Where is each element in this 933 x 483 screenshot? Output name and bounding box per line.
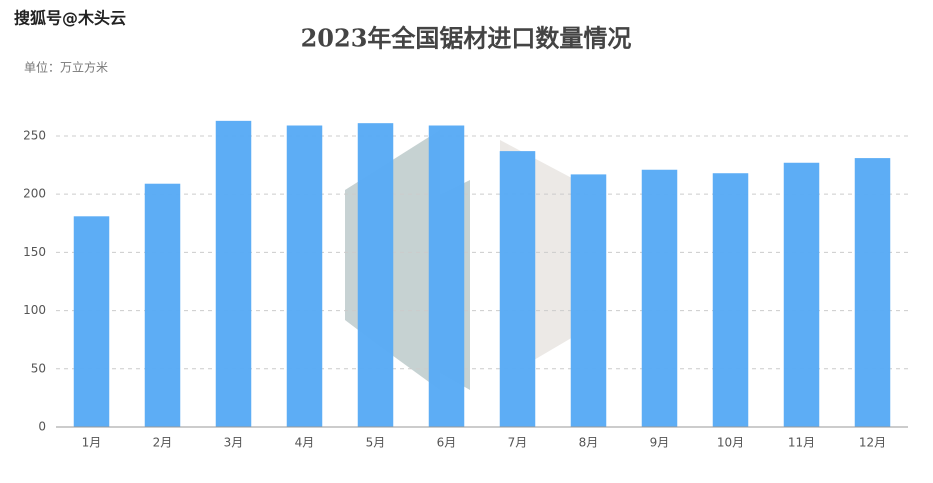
bar	[144, 183, 181, 427]
x-tick-label: 4月	[295, 436, 315, 450]
x-tick-label: 9月	[650, 436, 670, 450]
x-tick-label: 12月	[859, 436, 886, 450]
bar	[215, 120, 252, 428]
y-tick-label: 250	[23, 128, 46, 142]
unit-label: 单位：万立方米	[24, 60, 108, 75]
x-tick-label: 1月	[82, 436, 102, 450]
bar	[499, 151, 536, 427]
x-tick-label: 3月	[224, 436, 244, 450]
x-tick-label: 10月	[717, 436, 744, 450]
watermark: 搜狐号@木头云	[14, 9, 126, 28]
bar	[641, 169, 678, 427]
bar	[854, 158, 891, 428]
y-tick-label: 200	[23, 187, 46, 201]
y-tick-label: 150	[23, 245, 46, 259]
bar	[783, 162, 820, 427]
x-tick-label: 6月	[437, 436, 457, 450]
bar	[428, 125, 465, 427]
y-tick-label: 50	[31, 361, 46, 375]
bar	[712, 173, 749, 427]
x-tick-label: 8月	[579, 436, 599, 450]
bar	[73, 216, 110, 427]
x-tick-label: 2月	[153, 436, 173, 450]
y-tick-label: 100	[23, 303, 46, 317]
bar	[357, 123, 394, 427]
x-tick-label: 7月	[508, 436, 528, 450]
bar	[570, 174, 607, 427]
x-tick-label: 11月	[788, 436, 815, 450]
y-tick-label: 0	[38, 420, 46, 434]
bar	[286, 125, 323, 427]
chart-title: 2023年全国锯材进口数量情况	[301, 24, 632, 53]
x-tick-label: 5月	[366, 436, 386, 450]
